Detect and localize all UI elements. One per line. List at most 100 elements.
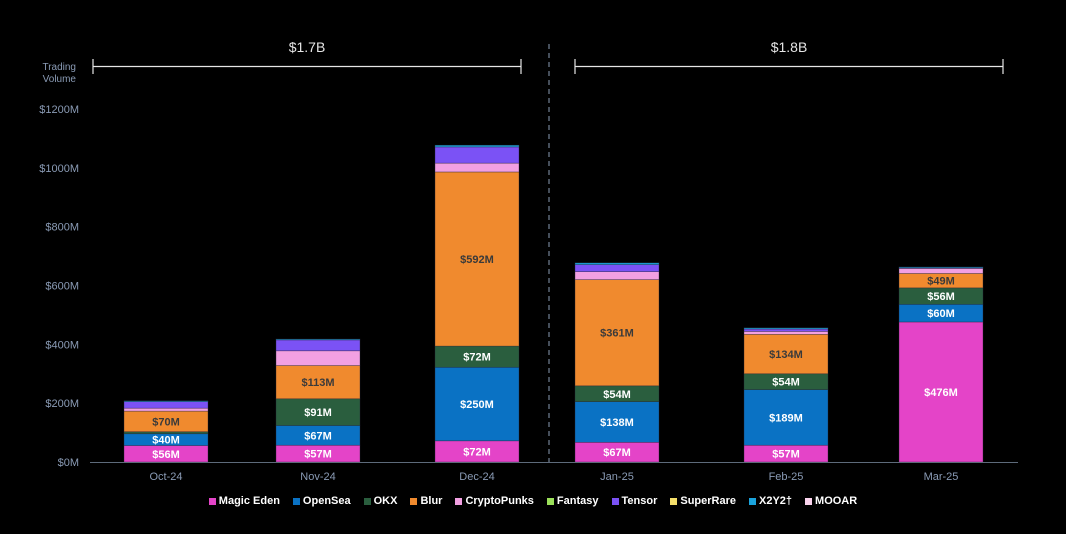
legend-swatch (208, 497, 216, 505)
bar-segment-tensor (275, 339, 361, 352)
y-tick-label: $200M (45, 398, 79, 410)
data-label: $134M (769, 349, 803, 361)
legend-item: Fantasy (546, 495, 599, 507)
bar-segment-opensea (574, 401, 660, 443)
x-tick-label: Feb-25 (769, 471, 804, 483)
bar-segment-blur (743, 334, 829, 375)
legend-label: X2Y2† (759, 495, 793, 507)
y-axis-ticks: $0M $200M $400M $600M $800M $1000M $1200M (39, 104, 79, 469)
bar-segment-cryptopunks (743, 331, 829, 335)
legend-swatch (363, 497, 371, 505)
y-tick-label: $1000M (39, 163, 79, 175)
legend-label: Blur (420, 495, 443, 507)
legend-item: SuperRare (670, 495, 736, 507)
y-tick-label: $800M (45, 222, 79, 234)
bar-segment-x2y2- (898, 266, 984, 269)
data-label: $67M (603, 447, 631, 459)
bar-segment-tensor (434, 146, 520, 164)
bar-segment-blur (434, 171, 520, 347)
bar-segment-cryptopunks (434, 162, 520, 173)
legend-swatch (455, 497, 463, 505)
data-label: $250M (460, 399, 494, 411)
data-label: $54M (772, 377, 800, 389)
bar-stack-nov-24: $57M $67M $91M $113M (275, 338, 361, 463)
legend-item: Blur (410, 495, 442, 507)
legend-label: MOOAR (815, 495, 858, 507)
data-label: $91M (304, 407, 332, 419)
data-label: $72M (463, 446, 491, 458)
y-tick-label: $400M (45, 339, 79, 351)
bar-segment-blur (574, 279, 660, 387)
legend-swatch (805, 497, 813, 505)
y-axis-title: Trading Volume (42, 62, 76, 85)
bar-segment-opensea (743, 389, 829, 446)
data-label: $70M (152, 416, 180, 428)
legend-item: X2Y2† (749, 495, 792, 507)
bar-segment-x2y2- (434, 144, 520, 148)
legend-swatch (611, 497, 619, 505)
bar-segment-cryptopunks (275, 350, 361, 366)
legend-item: OpenSea (292, 495, 351, 507)
data-label: $56M (152, 449, 180, 461)
bar-stack-oct-24: $56M $40M $70M (123, 400, 209, 463)
legend-swatch (410, 497, 418, 505)
legend-item: Tensor (611, 495, 657, 507)
legend-swatch (749, 497, 756, 505)
x-tick-label: Mar-25 (924, 471, 959, 483)
bar-segment-tensor (574, 264, 660, 272)
data-label: $361M (600, 328, 634, 340)
legend-swatch (292, 497, 300, 505)
legend-label: OKX (373, 495, 398, 507)
legend-label: SuperRare (680, 495, 736, 507)
data-label: $56M (927, 291, 955, 303)
legend-item: MOOAR (805, 495, 857, 507)
bar-segment-x2y2- (275, 338, 361, 341)
legend-item: OKX (363, 495, 398, 507)
legend-item: CryptoPunks (455, 495, 534, 507)
legend-swatch (670, 497, 678, 505)
bar-stack-jan-25: $67M $138M $54M $361M (574, 262, 660, 463)
legend: Magic Eden OpenSea OKX Blur CryptoPunks Fanta… (0, 495, 1066, 507)
y-axis-title-line2: Volume (43, 74, 77, 85)
period-bracket: $1.7B (92, 39, 522, 74)
bar-segment-x2y2- (574, 262, 660, 265)
data-label: $67M (304, 430, 332, 442)
bar-segment-tensor (743, 328, 829, 332)
x-axis: Oct-24 Nov-24 Dec-24 Jan-25 Feb-25 Mar-25 (90, 462, 1018, 483)
data-label: $592M (460, 254, 494, 266)
bar-segment-cryptopunks (123, 407, 209, 412)
bar-segment-x2y2- (123, 400, 209, 402)
legend-item: Magic Eden (208, 495, 280, 507)
bar-segment-cryptopunks (574, 271, 660, 280)
bar-segment-opensea (434, 366, 520, 442)
data-label: $57M (772, 449, 800, 461)
data-label: $60M (927, 308, 955, 320)
legend-swatch (546, 497, 554, 505)
y-tick-label: $1200M (39, 104, 79, 116)
y-axis-title-line1: Trading (42, 62, 76, 73)
x-tick-label: Jan-25 (600, 471, 634, 483)
data-label: $57M (304, 449, 332, 461)
y-tick-label: $600M (45, 281, 79, 293)
y-tick-label: $0M (58, 457, 79, 469)
bar-segment-tensor (123, 401, 209, 409)
period-annotations: $1.7B $1.8B (92, 39, 1004, 462)
data-label: $476M (924, 387, 958, 399)
bar-stack-feb-25: $57M $189M $54M $134M (743, 327, 829, 463)
data-label: $40M (152, 435, 180, 447)
bracket-total-label: $1.7B (289, 39, 326, 55)
x-tick-label: Oct-24 (149, 471, 182, 483)
bar-segment-cryptopunks (898, 268, 984, 274)
data-label: $189M (769, 412, 803, 424)
data-label: $54M (603, 389, 631, 401)
legend-label: Magic Eden (218, 495, 280, 507)
legend-label: CryptoPunks (465, 495, 534, 507)
bars: $56M $40M $70M $57M $67M $91M $113M $72M $250M $7… (123, 144, 984, 463)
x-tick-label: Dec-24 (459, 471, 494, 483)
data-label: $113M (301, 377, 334, 389)
data-label: $72M (463, 352, 491, 364)
legend-label: OpenSea (302, 495, 351, 507)
bar-segment-okx (123, 431, 209, 435)
legend-label: Fantasy (556, 495, 599, 507)
